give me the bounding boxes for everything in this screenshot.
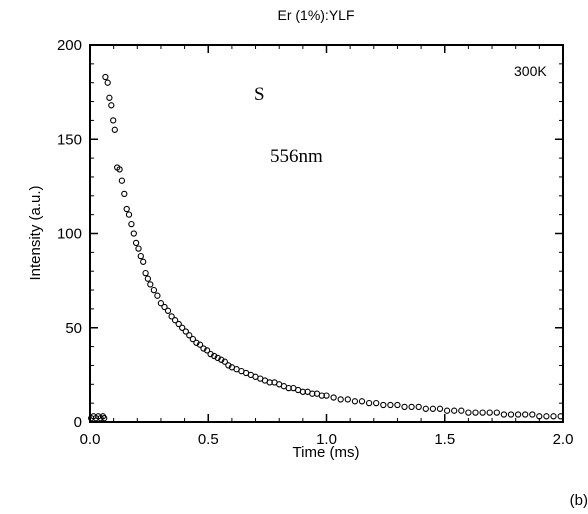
- data-point: [118, 177, 126, 184]
- data-point: [500, 411, 508, 418]
- data-point: [123, 205, 130, 213]
- data-point: [196, 341, 204, 348]
- y-tick-label: 200: [57, 37, 82, 54]
- data-point: [415, 403, 422, 411]
- data-point: [514, 411, 522, 418]
- data-point: [465, 409, 472, 416]
- panel-label: (b): [570, 492, 588, 509]
- data-point: [179, 324, 186, 331]
- data-point: [130, 230, 137, 237]
- data-point: [106, 94, 113, 101]
- axis-ticks: 0.0 0.5 1.0 1.5 2.0 0 50 100 150 200: [57, 37, 573, 448]
- data-point: [147, 281, 154, 288]
- data-point: [351, 398, 359, 405]
- data-point: [550, 413, 557, 420]
- plot-frame: [89, 44, 564, 423]
- data-point: [401, 403, 408, 411]
- data-point: [121, 190, 128, 198]
- data-point: [110, 117, 117, 124]
- transition-label: S: [254, 84, 265, 105]
- data-point: [104, 79, 111, 86]
- data-point: [365, 399, 373, 407]
- data-point: [522, 411, 529, 418]
- data-point: [132, 239, 140, 247]
- data-point: [164, 307, 172, 314]
- x-tick-label: 1.0: [316, 431, 337, 448]
- data-point: [394, 401, 401, 409]
- data-point: [102, 73, 109, 81]
- data-point: [479, 409, 486, 416]
- data-point: [128, 220, 135, 228]
- data-point: [108, 102, 115, 109]
- data-point: [543, 413, 550, 420]
- data-point: [135, 245, 142, 252]
- data-point: [175, 320, 182, 328]
- data-point: [168, 313, 175, 320]
- data-point: [330, 394, 337, 401]
- data-point: [337, 396, 344, 403]
- y-axis-label: Intensity (a.u.): [27, 185, 44, 280]
- data-point: [218, 356, 225, 363]
- data-point: [171, 317, 179, 324]
- data-point: [536, 413, 543, 420]
- y-tick-label: 0: [74, 414, 82, 431]
- chart-title: Er (1%):YLF: [277, 7, 354, 23]
- x-axis-label: Time (ms): [293, 444, 360, 461]
- data-point: [203, 347, 211, 354]
- data-point: [429, 405, 437, 412]
- x-tick-label: 2.0: [553, 431, 574, 448]
- data-point: [529, 411, 536, 418]
- data-point: [142, 269, 149, 277]
- data-point: [157, 300, 165, 307]
- data-point: [225, 362, 232, 369]
- data-point: [161, 303, 168, 311]
- y-tick-label: 100: [57, 226, 82, 243]
- data-point: [221, 358, 228, 365]
- data-point: [458, 407, 465, 414]
- data-point: [182, 328, 189, 335]
- data-point: [323, 392, 330, 399]
- data-point: [486, 409, 493, 416]
- data-point: [443, 407, 451, 414]
- data-point: [387, 401, 394, 409]
- data-point: [373, 399, 380, 407]
- data-point: [408, 403, 415, 411]
- data-point: [493, 409, 500, 416]
- data-point: [358, 398, 366, 405]
- data-point: [186, 332, 193, 339]
- data-point: [422, 405, 429, 412]
- data-point: [125, 211, 133, 218]
- data-point: [154, 292, 161, 299]
- data-point: [144, 275, 152, 282]
- data-point: [436, 405, 444, 412]
- data-point: [101, 415, 108, 422]
- x-tick-label: 0.5: [198, 431, 219, 448]
- x-tick-label: 1.5: [434, 431, 455, 448]
- data-point: [472, 409, 479, 416]
- y-tick-label: 150: [57, 131, 82, 148]
- data-point: [116, 166, 123, 173]
- data-point: [557, 413, 564, 420]
- data-point: [451, 407, 458, 414]
- data-point: [189, 335, 197, 343]
- data-point: [380, 401, 387, 409]
- y-tick-label: 50: [65, 320, 82, 337]
- data-point: [140, 258, 147, 265]
- data-point: [344, 396, 351, 403]
- data-point: [507, 411, 515, 418]
- temperature-label: 300K: [514, 63, 547, 79]
- wavelength-label: 556nm: [270, 146, 323, 167]
- data-point: [211, 352, 218, 360]
- data-points: [88, 73, 564, 422]
- data-point: [150, 286, 158, 294]
- data-point: [111, 126, 118, 133]
- data-point: [137, 252, 144, 260]
- x-tick-label: 0.0: [80, 431, 101, 448]
